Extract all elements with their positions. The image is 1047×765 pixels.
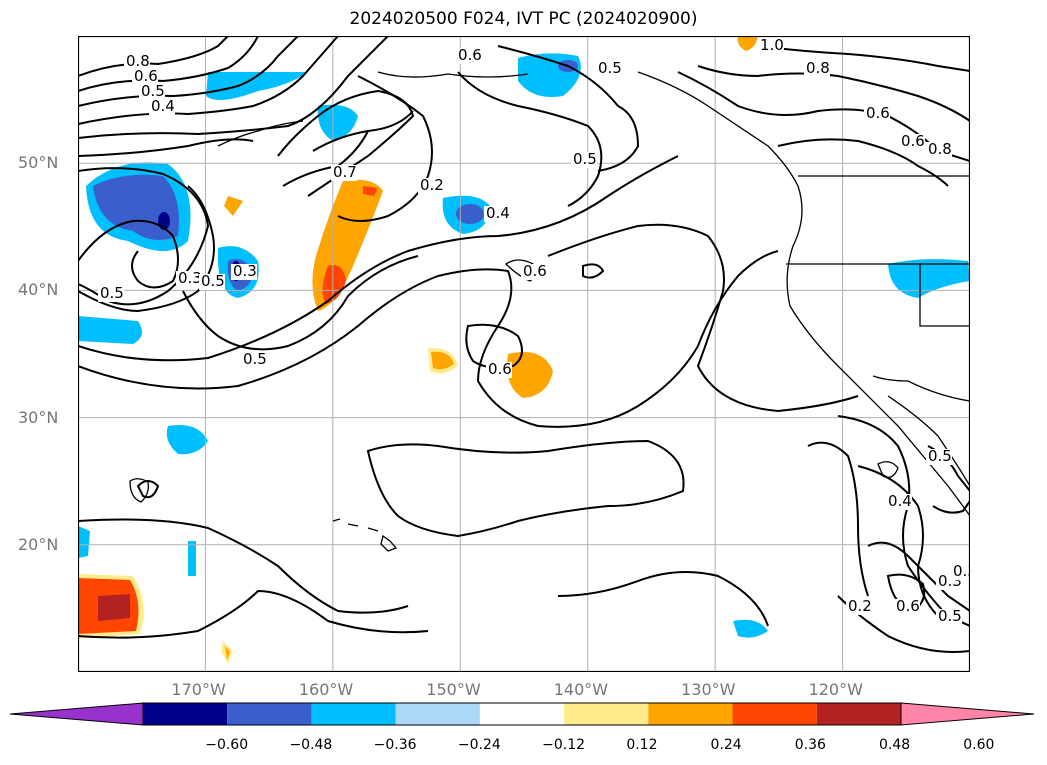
contour-label-bg: [846, 599, 872, 615]
contour-label-bg: [758, 38, 784, 54]
contour-label: 0.4: [888, 492, 912, 510]
colorbar-segment: [143, 703, 228, 725]
colorbar-tick-label: −0.60: [205, 737, 249, 753]
contour-label-bg: [98, 286, 124, 302]
colorbar-segment: [227, 703, 312, 725]
contour-label-bg: [886, 494, 912, 510]
contour-label-bg: [926, 142, 952, 158]
contour-label: 0.5: [100, 284, 124, 302]
contour-label-bg: [951, 564, 970, 580]
colorbar-tick-label: 0.36: [794, 737, 826, 753]
contour-label-bg: [241, 352, 267, 368]
contour-label: 0.4: [151, 97, 175, 115]
contour-label-bg: [864, 106, 890, 122]
contour-label: 0.6: [896, 597, 920, 615]
hawaii-islands: [129, 259, 899, 552]
contour-labels: 0.80.60.50.40.60.51.00.80.60.6 0.80.70.20…: [98, 36, 970, 625]
contour-label-bg: [571, 152, 597, 168]
contour-label-bg: [231, 264, 257, 280]
map-panel: 0.80.60.50.40.60.51.00.80.60.6 0.80.70.20…: [78, 36, 970, 672]
contour-label-bg: [176, 271, 202, 287]
contour-label: 0.6: [523, 262, 547, 280]
lat-tick-label: 40°N: [18, 280, 59, 300]
contour-label: 0.3: [953, 562, 970, 580]
colorbar-tick-label: 0.12: [626, 737, 658, 753]
colorbar-segment: [479, 703, 565, 725]
contour-label-bg: [484, 206, 510, 222]
contour-label: 0.6: [866, 104, 890, 122]
coastlines: [217, 71, 970, 517]
contour-label-bg: [899, 134, 925, 150]
contour-label: 0.5: [598, 59, 622, 77]
contour-label: 0.5: [243, 350, 267, 368]
contour-label-bg: [804, 61, 830, 77]
contour-label: 0.5: [928, 447, 952, 465]
colorbar: [10, 702, 1035, 726]
colorbar-tick-label: −0.12: [542, 737, 586, 753]
contour-label: 0.2: [420, 176, 444, 194]
contours: [78, 36, 970, 653]
lon-tick-label: 160°W: [298, 680, 354, 699]
colorbar-tick-label: −0.36: [373, 737, 417, 753]
contour-label-bg: [139, 84, 165, 100]
contour-label: 0.6: [488, 360, 512, 378]
contour-label-bg: [926, 449, 952, 465]
colorbar-extend-low: [10, 702, 144, 726]
contour-label-bg: [596, 61, 622, 77]
lon-tick-label: 120°W: [808, 680, 863, 699]
colorbar-segment: [311, 703, 396, 725]
colorbar-segment: [564, 703, 649, 725]
colorbar-tick-label: 0.60: [963, 737, 995, 753]
contour-label-bg: [149, 99, 175, 115]
colorbar-tick-label: −0.48: [289, 737, 333, 753]
lon-tick-label: 170°W: [171, 680, 226, 699]
contour-label-bg: [936, 609, 962, 625]
contour-label-bg: [132, 69, 158, 85]
contour-label: 0.5: [201, 272, 225, 290]
contour-label: 0.6: [458, 46, 482, 64]
map-frame: [78, 36, 970, 672]
contour-label: 0.5: [573, 150, 597, 168]
contour-label: 1.0: [760, 36, 784, 54]
shaded-regions: [78, 36, 970, 664]
contour-label: 0.2: [848, 597, 872, 615]
contour-label-bg: [521, 264, 547, 280]
contour-label: 0.6: [134, 67, 158, 85]
map-title: 2024020500 F024, IVT PC (2024020900): [349, 9, 698, 29]
contour-label-bg: [331, 165, 357, 181]
contour-label: 0.4: [486, 204, 510, 222]
colorbar-segment: [395, 703, 480, 725]
contour-label: 0.8: [806, 59, 830, 77]
colorbar-tick-label: 0.24: [710, 737, 742, 753]
lon-tick-label: 130°W: [681, 680, 736, 699]
colorbar-tick-label: 0.48: [879, 737, 911, 753]
contour-label: 0.8: [928, 140, 952, 158]
lat-tick-label: 20°N: [18, 534, 59, 554]
contour-label-bg: [199, 274, 225, 290]
lon-tick-label: 150°W: [426, 680, 481, 699]
lon-tick-label: 140°W: [553, 680, 609, 699]
colorbar-segment: [816, 703, 901, 725]
contour-label-bg: [894, 599, 920, 615]
colorbar-tick-label: −0.24: [457, 737, 501, 753]
colorbar-segment: [732, 703, 817, 725]
lat-tick-label: 30°N: [18, 407, 59, 427]
contour-label-bg: [418, 178, 444, 194]
contour-label: 0.6: [901, 132, 925, 150]
lat-tick-label: 50°N: [18, 153, 59, 173]
colorbar-frame: [142, 702, 902, 726]
contour-label: 0.8: [126, 52, 150, 70]
contour-label-bg: [456, 48, 482, 64]
contour-label-bg: [486, 362, 512, 378]
contour-label: 0.3: [178, 269, 202, 287]
contour-label: 0.3: [233, 262, 257, 280]
colorbar-extend-high: [900, 702, 1035, 726]
colorbar-segment: [648, 703, 733, 725]
contour-label: 0.7: [333, 163, 357, 181]
contour-label: 0.5: [938, 607, 962, 625]
contour-label-bg: [124, 54, 150, 70]
contour-label: 0.5: [141, 82, 165, 100]
